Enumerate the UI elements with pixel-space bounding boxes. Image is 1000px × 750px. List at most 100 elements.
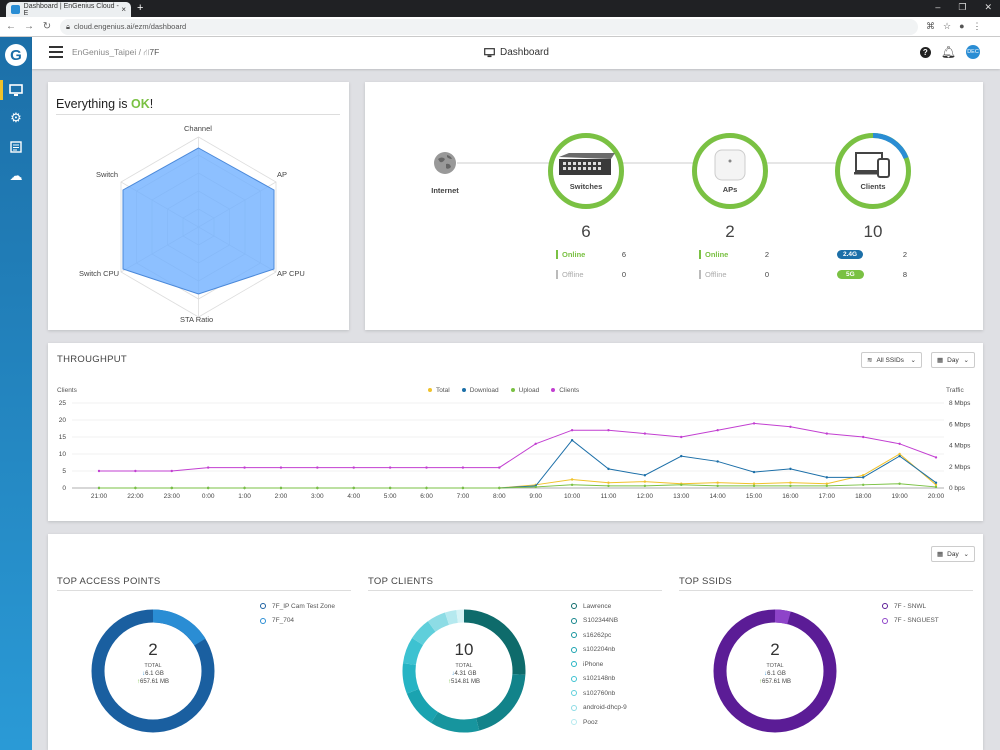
legend-dot-icon bbox=[571, 719, 577, 726]
switches-online-row: Online 6 bbox=[556, 250, 626, 259]
download-arrow-icon: ↓ bbox=[142, 671, 146, 677]
internet-label: Internet bbox=[431, 186, 459, 195]
list-item[interactable]: 7F_704 bbox=[260, 614, 335, 629]
address-bar[interactable]: 🔒︎ cloud.engenius.ai/ezm/dashboard bbox=[60, 18, 918, 35]
data-point-upload bbox=[862, 483, 865, 487]
breadcrumb-org[interactable]: EnGenius_Taipei bbox=[72, 47, 137, 57]
list-item-label: s102760nb bbox=[583, 689, 616, 697]
network-icon: ⛙ bbox=[143, 47, 150, 57]
data-point-clients bbox=[898, 442, 901, 445]
data-point-upload bbox=[461, 486, 465, 490]
translate-icon[interactable]: ⌘ bbox=[926, 21, 935, 31]
legend-upload[interactable]: Upload bbox=[510, 387, 539, 394]
top-aps-list: 7F_IP Cam Test Zone 7F_704 bbox=[260, 599, 335, 628]
top-ssids-total-label: TOTAL bbox=[766, 663, 784, 669]
data-point-upload bbox=[498, 486, 501, 490]
bell-icon[interactable]: 🔔︎ bbox=[940, 45, 956, 59]
data-point-clients bbox=[607, 429, 610, 432]
list-item[interactable]: Lawrence bbox=[571, 599, 627, 614]
help-icon[interactable]: ? bbox=[919, 46, 931, 58]
data-point-total bbox=[716, 481, 719, 484]
data-point-total bbox=[643, 480, 647, 483]
new-tab-button[interactable]: + bbox=[137, 2, 144, 14]
band-24g-value: 2 bbox=[902, 250, 907, 259]
data-point-clients bbox=[243, 466, 246, 469]
list-item-label: 7F - SNGUEST bbox=[894, 617, 939, 625]
online-value: 2 bbox=[764, 250, 769, 259]
sidebar-active-indicator bbox=[0, 80, 3, 100]
legend-dot-icon bbox=[571, 646, 577, 653]
list-item[interactable]: Pooz bbox=[571, 715, 627, 730]
data-point-upload bbox=[206, 486, 210, 490]
clients-node[interactable]: Clients bbox=[835, 133, 911, 209]
engenius-logo[interactable]: G bbox=[5, 44, 27, 66]
throughput-range-dropdown[interactable]: ▦ Day ⌄ bbox=[931, 352, 975, 368]
browser-toolbar: ← → ↻ 🔒︎ cloud.engenius.ai/ezm/dashboard… bbox=[0, 17, 1000, 37]
forward-icon[interactable]: → bbox=[24, 21, 34, 32]
report-icon[interactable] bbox=[8, 139, 24, 155]
chevron-down-icon: ⌄ bbox=[963, 551, 969, 558]
restore-icon[interactable]: ❐ bbox=[958, 2, 967, 12]
data-point-clients bbox=[534, 442, 537, 445]
list-item[interactable]: iPhone bbox=[571, 657, 627, 672]
data-point-download bbox=[570, 438, 574, 442]
breadcrumb-network[interactable]: 7F bbox=[149, 47, 160, 57]
internet-node[interactable]: Internet bbox=[420, 150, 470, 195]
data-point-clients bbox=[934, 456, 938, 459]
right-axis-label: Traffic bbox=[946, 387, 964, 394]
donut-segment bbox=[402, 663, 420, 694]
minimize-icon[interactable]: – bbox=[935, 2, 941, 12]
cloud-icon[interactable]: ☁ bbox=[9, 168, 23, 183]
legend-dot-icon bbox=[571, 632, 577, 639]
legend-total[interactable]: Total bbox=[428, 387, 450, 394]
data-point-total bbox=[862, 474, 865, 477]
top-range-dropdown[interactable]: ▦ Day ⌄ bbox=[931, 546, 975, 562]
star-icon[interactable]: ☆ bbox=[943, 21, 952, 31]
series-line-clients bbox=[99, 422, 937, 472]
browser-tab[interactable]: Dashboard | EnGenius Cloud - E × bbox=[6, 2, 131, 17]
list-item[interactable]: s102148nb bbox=[571, 672, 627, 687]
list-item[interactable]: s102204nb bbox=[571, 643, 627, 658]
list-item[interactable]: 7F_IP Cam Test Zone bbox=[260, 599, 335, 614]
gear-icon[interactable]: ⚙ bbox=[10, 110, 22, 125]
data-point-upload bbox=[279, 486, 283, 490]
list-item[interactable]: s16262pc bbox=[571, 628, 627, 643]
data-point-upload bbox=[716, 484, 719, 488]
lock-icon: 🔒︎ bbox=[66, 21, 70, 31]
list-item[interactable]: 7F - SNGUEST bbox=[882, 614, 939, 629]
top-ssids-download: 6.1 GB bbox=[767, 671, 786, 677]
x-tick-label: 9:00 bbox=[529, 493, 542, 500]
switches-node[interactable]: Switches bbox=[548, 133, 624, 209]
list-item-label: s102204nb bbox=[583, 646, 616, 654]
ssid-filter-dropdown[interactable]: ≋ All SSIDs ⌄ bbox=[861, 352, 922, 368]
download-arrow-icon: ↓ bbox=[451, 671, 455, 677]
x-tick-label: 0:00 bbox=[202, 493, 215, 500]
menu-icon[interactable]: ⋮ bbox=[972, 21, 982, 31]
hamburger-menu-icon[interactable] bbox=[49, 46, 63, 58]
legend-download[interactable]: Download bbox=[461, 387, 499, 394]
series-line-upload bbox=[99, 483, 937, 489]
donut-segment bbox=[475, 673, 526, 731]
close-window-icon[interactable]: ✕ bbox=[984, 2, 992, 12]
data-point-download bbox=[934, 481, 938, 484]
legend-clients[interactable]: Clients bbox=[551, 387, 579, 394]
data-point-total bbox=[607, 481, 610, 484]
top-range-value: Day bbox=[947, 550, 959, 558]
data-point-upload bbox=[789, 484, 792, 488]
throughput-card: THROUGHPUT ≋ All SSIDs ⌄ ▦ Day ⌄ Clients Tra… bbox=[48, 343, 983, 521]
back-icon[interactable]: ← bbox=[6, 21, 16, 32]
list-item[interactable]: android-dhcp-9 bbox=[571, 701, 627, 716]
x-tick-label: 12:00 bbox=[637, 493, 654, 500]
close-tab-icon[interactable]: × bbox=[121, 5, 126, 14]
list-item[interactable]: 7F - SNWL bbox=[882, 599, 939, 614]
profile-icon[interactable]: ● bbox=[959, 21, 965, 31]
list-item[interactable]: S102344NB bbox=[571, 614, 627, 629]
list-item[interactable]: s102760nb bbox=[571, 686, 627, 701]
reload-icon[interactable]: ↻ bbox=[42, 21, 52, 32]
avatar[interactable]: DEC bbox=[966, 45, 980, 59]
monitor-icon[interactable] bbox=[8, 82, 24, 98]
aps-node[interactable]: APs bbox=[692, 133, 768, 209]
radar-label-sta-ratio: STA Ratio bbox=[180, 315, 214, 324]
y-right-tick-label: 4 Mbps bbox=[949, 443, 971, 450]
top-stats-card: ▦ Day ⌄ TOP ACCESS POINTS TOP CLIENTS TOP … bbox=[48, 534, 983, 750]
